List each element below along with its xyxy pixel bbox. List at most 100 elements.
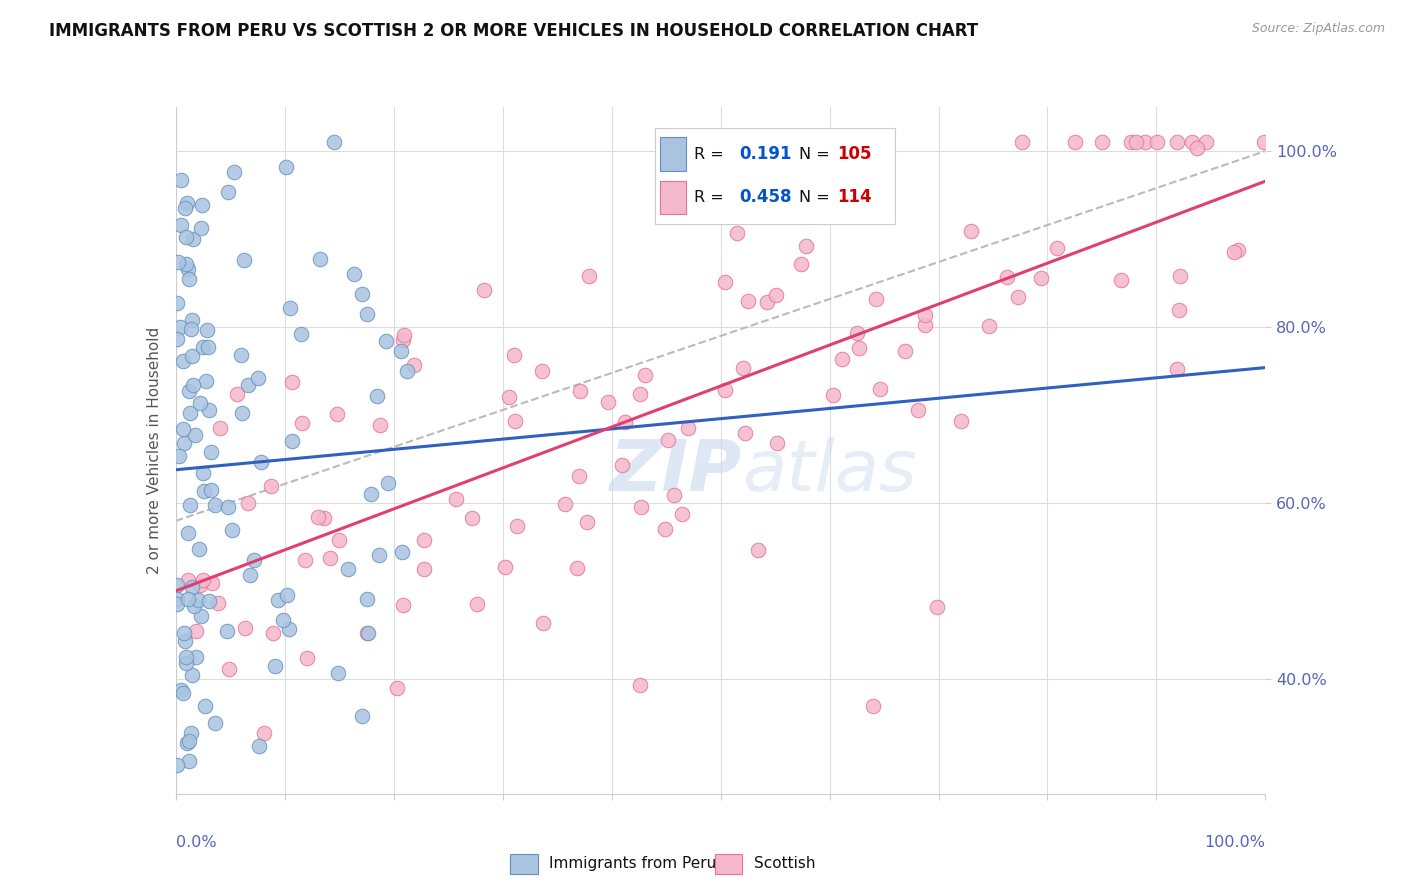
Text: ZIP: ZIP: [610, 436, 742, 506]
Point: [177, 262, 200, 277]
Point: [180, 312, 202, 326]
Point: [200, 445, 222, 459]
Point: [190, 221, 212, 235]
Point: [1133, 136, 1156, 150]
Point: [271, 613, 294, 627]
Point: [208, 421, 231, 435]
Point: [374, 334, 396, 348]
Point: [188, 578, 211, 592]
Point: [180, 322, 202, 336]
Point: [236, 378, 259, 392]
Point: [678, 421, 700, 435]
Point: [322, 135, 344, 149]
Point: [170, 218, 193, 232]
Point: [239, 568, 262, 582]
Point: [278, 622, 301, 636]
Point: [190, 609, 212, 624]
Point: [1029, 271, 1052, 285]
Point: [391, 545, 413, 559]
Point: [662, 487, 685, 501]
Point: [630, 500, 652, 514]
Point: [1146, 135, 1168, 149]
Point: [465, 597, 488, 611]
Text: N =: N =: [799, 190, 830, 205]
Point: [1227, 243, 1250, 257]
Point: [366, 389, 388, 403]
Y-axis label: 2 or more Vehicles in Household: 2 or more Vehicles in Household: [146, 326, 162, 574]
Point: [184, 649, 207, 664]
Point: [184, 428, 207, 442]
Point: [181, 232, 204, 246]
Point: [846, 326, 869, 341]
Point: [356, 625, 378, 640]
Point: [821, 388, 844, 402]
Point: [336, 562, 359, 576]
Point: [927, 599, 949, 614]
Point: [654, 522, 676, 536]
Point: [567, 468, 589, 483]
Point: [207, 596, 229, 610]
Point: [1125, 135, 1147, 149]
Point: [498, 391, 520, 405]
Point: [166, 592, 188, 607]
Point: [169, 320, 191, 334]
Point: [756, 135, 779, 149]
Point: [402, 359, 425, 373]
Point: [413, 533, 436, 547]
Point: [714, 383, 737, 397]
Point: [396, 364, 419, 378]
Point: [914, 318, 936, 332]
Point: [907, 403, 929, 417]
Point: [166, 597, 188, 611]
Point: [326, 665, 349, 680]
Point: [565, 561, 588, 575]
Point: [166, 757, 188, 772]
Point: [839, 183, 862, 197]
Point: [177, 574, 200, 588]
Point: [737, 294, 759, 309]
Point: [869, 382, 891, 396]
FancyBboxPatch shape: [659, 137, 686, 171]
Point: [308, 252, 330, 267]
Point: [893, 344, 915, 359]
Point: [387, 681, 409, 695]
Point: [229, 348, 252, 362]
Point: [290, 326, 312, 341]
Point: [657, 434, 679, 448]
Text: R =: R =: [693, 146, 723, 161]
Point: [172, 686, 194, 700]
Point: [505, 519, 527, 533]
Text: Scottish: Scottish: [754, 855, 815, 871]
Point: [995, 270, 1018, 285]
Point: [188, 396, 211, 410]
Point: [326, 407, 349, 421]
Point: [865, 292, 887, 306]
Point: [628, 386, 651, 401]
Point: [197, 594, 219, 608]
Point: [217, 500, 239, 514]
Point: [181, 377, 204, 392]
Point: [186, 624, 208, 638]
Point: [191, 573, 214, 587]
Point: [1185, 141, 1208, 155]
Text: 0.0%: 0.0%: [176, 835, 217, 850]
Point: [319, 551, 342, 566]
Point: [180, 726, 202, 740]
Point: [193, 340, 215, 354]
Point: [831, 352, 853, 367]
Point: [1223, 244, 1246, 259]
Point: [628, 678, 651, 692]
Point: [360, 487, 382, 501]
Point: [314, 511, 336, 525]
Point: [576, 515, 599, 529]
Point: [342, 267, 364, 281]
Point: [218, 662, 240, 676]
Point: [195, 323, 218, 337]
Point: [204, 715, 226, 730]
Point: [232, 252, 254, 267]
Point: [531, 364, 554, 378]
Point: [368, 417, 391, 432]
Point: [166, 578, 188, 592]
FancyBboxPatch shape: [659, 180, 686, 214]
Point: [914, 308, 936, 322]
